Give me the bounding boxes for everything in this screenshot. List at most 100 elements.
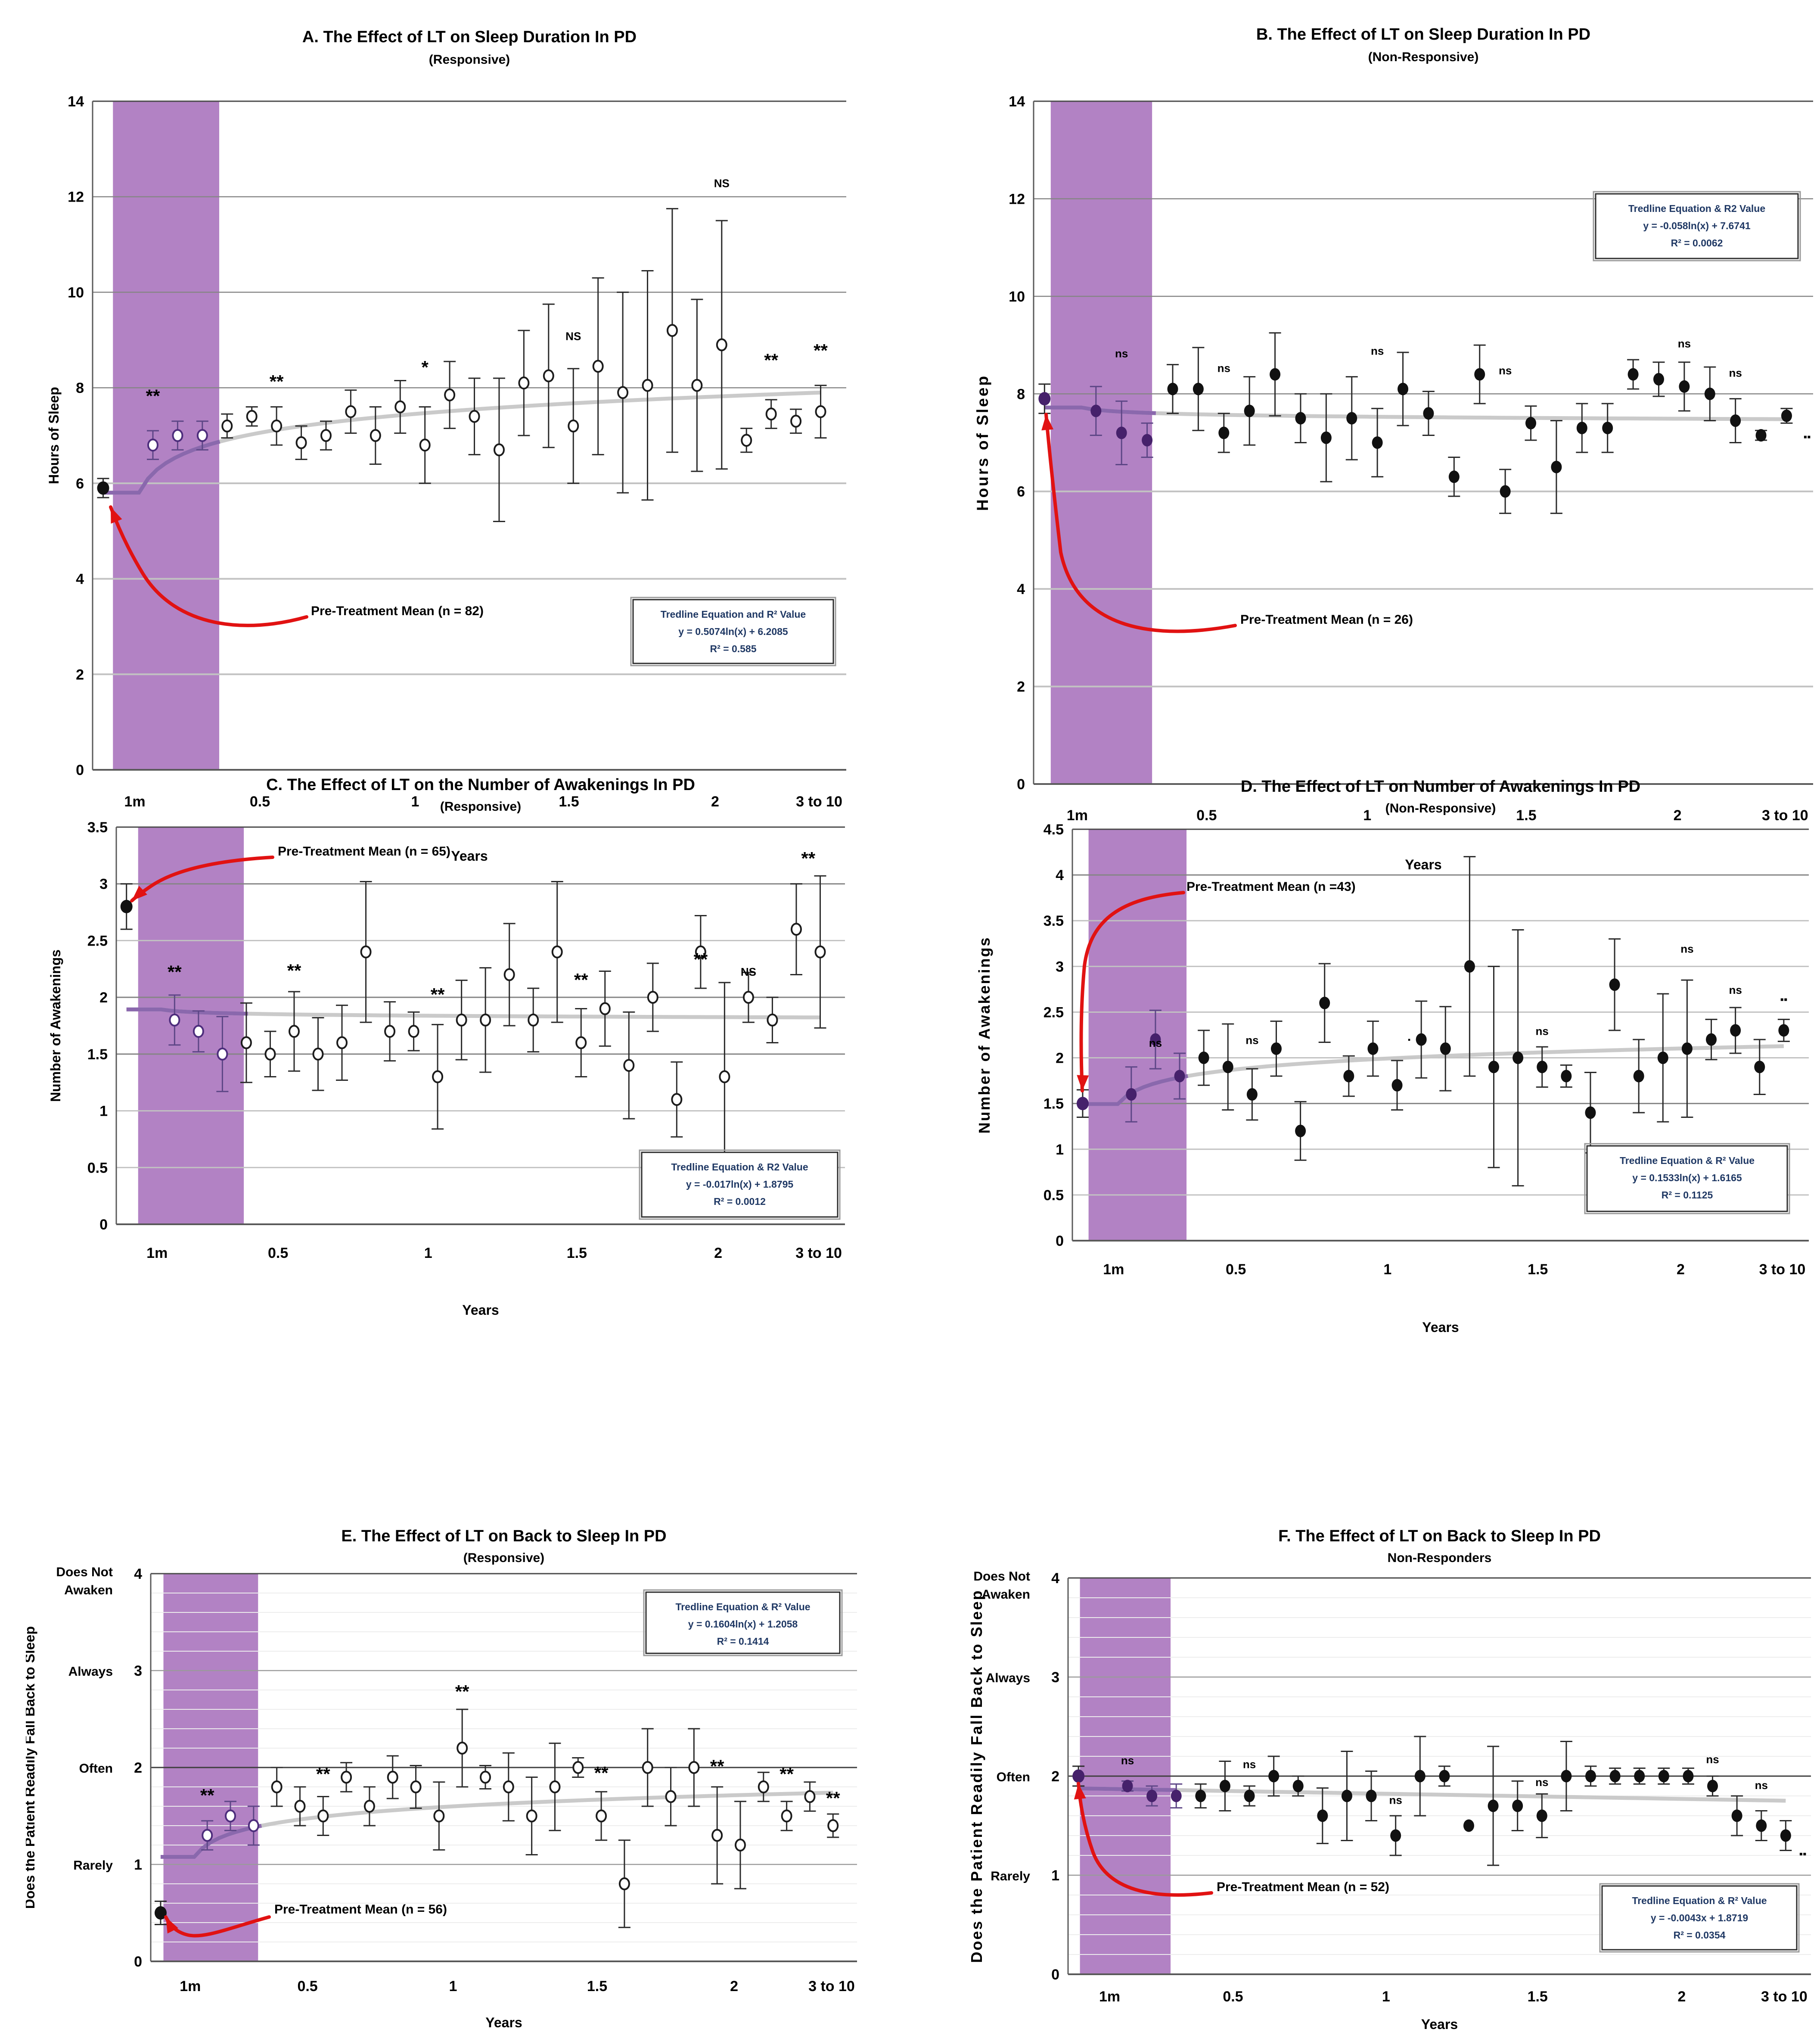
y-tick-label: 8 — [76, 380, 84, 396]
data-point — [551, 945, 563, 958]
pretreatment-label: Pre-Treatment Mean (n = 82) — [311, 604, 484, 618]
data-point — [217, 1047, 228, 1061]
data-point — [1754, 1061, 1765, 1074]
significance-marker: ns — [1706, 1753, 1719, 1766]
data-point — [193, 1025, 204, 1038]
y-tick-label: 4 — [76, 571, 84, 588]
data-point — [1150, 1033, 1161, 1046]
panel-d-chart: ns ns ▪ ns ns ns ▪▪ D. The Effect of LT on Numb… — [975, 778, 1809, 1335]
x-tick-label: 1.5 — [1528, 1988, 1548, 2005]
trendline — [160, 1790, 833, 1859]
data-point — [599, 1002, 611, 1015]
y-tick-label: 2 — [1017, 679, 1025, 695]
y-tick-label: 6 — [1017, 484, 1025, 500]
significance-marker: ▪▪ — [1803, 431, 1811, 443]
y-tick-label: 0.5 — [1044, 1187, 1064, 1204]
y-tick-label: 2 — [134, 1760, 142, 1776]
data-point — [1295, 1124, 1306, 1137]
data-point — [1463, 1819, 1474, 1832]
y-tick-label: 14 — [68, 93, 84, 110]
data-point — [1627, 368, 1639, 381]
equation-box-outer — [1599, 1883, 1800, 1953]
data-point — [1319, 996, 1330, 1009]
x-tick-label: 1 — [449, 1978, 457, 1995]
data-point — [1218, 426, 1230, 439]
x-tick-label: 2 — [730, 1978, 738, 1995]
significance-marker: ns — [1536, 1025, 1549, 1038]
data-point — [1090, 405, 1102, 417]
data-point — [317, 1809, 329, 1823]
significance-marker: ns — [1121, 1754, 1134, 1767]
y-tick-label: 1.5 — [87, 1046, 108, 1063]
equation-box — [641, 1151, 839, 1218]
panel-title: C. The Effect of LT on the Number of Awa… — [266, 776, 695, 794]
y-axis-title: Number of Awakenings — [975, 936, 993, 1133]
data-point — [432, 1070, 444, 1083]
panel-subtitle: (Responsive) — [463, 1551, 544, 1565]
equation-box-title: Tredline Equation & R² Value — [1632, 1895, 1767, 1906]
data-point — [1755, 429, 1767, 442]
data-point — [623, 1059, 635, 1072]
panel-e-slot: ** ** ** ** ** ** ** E. The Effect of LT on Bac… — [22, 1524, 904, 2032]
data-point — [1658, 1770, 1669, 1783]
significance-marker: ns — [1149, 1036, 1162, 1049]
trendline-r2: R² = 0.1125 — [1662, 1189, 1713, 1201]
significance-marker: ** — [316, 1764, 330, 1784]
y-category-label: Rarely — [73, 1858, 113, 1873]
data-point — [312, 1047, 324, 1061]
pretreatment-arrowhead — [1074, 1783, 1086, 1800]
data-point — [1681, 1042, 1693, 1055]
data-point — [1270, 368, 1281, 381]
y-tick-label: 12 — [68, 189, 84, 205]
y-tick-label: 4 — [134, 1566, 142, 1582]
data-point — [288, 1025, 300, 1038]
x-tick-label: 1 — [1382, 1988, 1390, 2005]
data-point — [1126, 1088, 1137, 1101]
y-category-label: Always — [68, 1665, 113, 1679]
data-point — [1576, 422, 1587, 435]
significance-marker: ** — [780, 1764, 794, 1784]
data-point — [1171, 1789, 1182, 1802]
data-point — [1537, 1061, 1548, 1074]
data-point — [1756, 1819, 1767, 1832]
data-point — [1707, 1780, 1718, 1792]
data-point — [734, 1839, 746, 1852]
pretreatment-arrowhead — [166, 1917, 178, 1934]
data-point — [1372, 436, 1383, 449]
x-tick-label: 0.5 — [250, 794, 270, 810]
data-point — [1561, 1770, 1572, 1783]
data-point — [741, 434, 752, 447]
significance-marker: ns — [1115, 347, 1128, 360]
y-category-label: Does Not — [56, 1565, 113, 1579]
data-point — [1609, 1770, 1621, 1783]
equation-box-outer — [639, 1149, 841, 1220]
trendline-equation: y = 0.1604ln(x) + 1.2058 — [688, 1618, 798, 1630]
data-point — [691, 379, 703, 392]
data-point — [1222, 1061, 1233, 1074]
y-tick-label: 14 — [1009, 93, 1025, 110]
significance-marker: NS — [714, 177, 730, 190]
x-tick-label: 1m — [146, 1245, 168, 1261]
x-tick-label: 3 to 10 — [1759, 1261, 1806, 1278]
pretreatment-arrow — [109, 505, 308, 627]
x-tick-label: 1 — [424, 1245, 432, 1261]
x-tick-label: 1 — [411, 794, 419, 810]
x-tick-label: 1m — [1103, 1261, 1124, 1278]
y-tick-label: 2.5 — [87, 933, 108, 949]
significance-marker: ns — [1680, 943, 1693, 955]
y-axis-title: Does the Patient Readily Fall Back to Sl… — [26, 1626, 37, 1909]
y-tick-label: 2.5 — [1044, 1004, 1064, 1021]
equation-box — [645, 1591, 841, 1654]
first-month-shaded-band — [1088, 829, 1187, 1241]
data-point — [711, 1829, 723, 1842]
data-point — [1500, 485, 1511, 498]
data-point — [384, 1025, 396, 1038]
equation-box — [632, 599, 834, 664]
y-tick-label: 3 — [1056, 958, 1064, 975]
panel-title: F. The Effect of LT on Back to Sleep In … — [1278, 1527, 1601, 1545]
x-tick-label: 0.5 — [1223, 1988, 1243, 2005]
data-point — [1366, 1789, 1377, 1802]
data-point — [294, 1800, 306, 1813]
data-point — [1244, 405, 1255, 417]
pretreatment-arrow — [1044, 413, 1237, 633]
